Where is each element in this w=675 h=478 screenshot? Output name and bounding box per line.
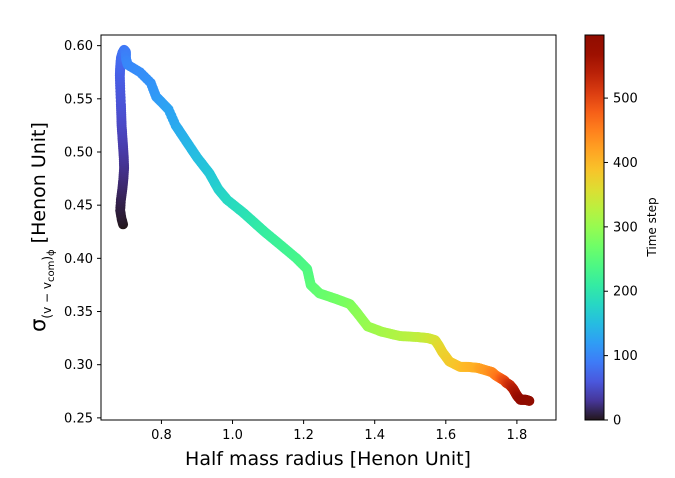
plot-frame [100, 34, 557, 421]
colorbar-axis: 0 100 200 300 400 500 [604, 92, 638, 429]
colorbar: 0 100 200 300 400 500 Time step [584, 34, 659, 429]
y-tick-label: 0.50 [64, 145, 93, 160]
x-axis: 0.8 1.0 1.2 1.4 1.6 1.8 [151, 420, 527, 443]
x-tick-label: 1.0 [222, 428, 243, 443]
colorbar-gradient [585, 35, 604, 420]
scatter-series [114, 44, 535, 406]
y-tick-label: 0.60 [64, 39, 93, 54]
colorbar-tick-label: 100 [613, 349, 638, 364]
colorbar-tick-label: 400 [613, 156, 638, 171]
x-axis-label: Half mass radius [Henon Unit] [185, 448, 471, 470]
x-tick-label: 1.6 [435, 428, 456, 443]
x-tick-label: 1.8 [507, 428, 528, 443]
y-tick-label: 0.30 [64, 358, 93, 373]
x-tick-label: 1.2 [293, 428, 314, 443]
y-axis-label: σ(v − vcom)ϕ [Henon Unit] [26, 122, 57, 332]
y-tick-label: 0.35 [64, 305, 93, 320]
y-tick-label: 0.45 [64, 199, 93, 214]
data-point [524, 395, 535, 406]
y-axis: 0.25 0.30 0.35 0.40 0.45 0.50 0.55 0.60 [64, 39, 101, 426]
y-tick-label: 0.25 [64, 411, 93, 426]
x-tick-label: 0.8 [151, 428, 172, 443]
y-tick-label: 0.55 [64, 92, 93, 107]
colorbar-frame [584, 34, 605, 421]
colorbar-tick-label: 0 [613, 414, 621, 429]
colorbar-label: Time step [645, 197, 659, 257]
colorbar-tick-label: 300 [613, 220, 638, 235]
colorbar-tick-label: 500 [613, 92, 638, 107]
x-tick-label: 1.4 [364, 428, 385, 443]
colorbar-tick-label: 200 [613, 285, 638, 300]
y-tick-label: 0.40 [64, 252, 93, 267]
